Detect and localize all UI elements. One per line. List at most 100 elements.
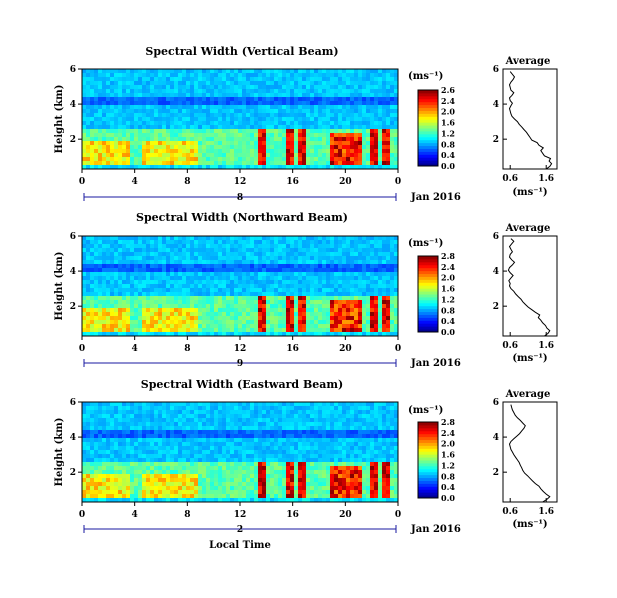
x-tick-label: 1.6 — [538, 507, 554, 517]
x-tick-label: 20 — [339, 177, 352, 187]
profile-xlabel: (ms⁻¹) — [512, 519, 547, 530]
panel-northward-beam: Spectral Width (Northward Beam) 6 4 2 0 4 8 1… — [54, 211, 558, 369]
colorbar-tick-label: 1.6 — [441, 450, 455, 460]
average-profile: 6 4 2 0.6 1.6 — [493, 232, 558, 351]
y-tick-label: 2 — [493, 302, 499, 312]
y-axis-label: Height (km) — [54, 85, 65, 154]
y-tick-label: 4 — [70, 267, 76, 277]
colorbar-frame — [417, 421, 439, 499]
date-label: Jan 2016 — [410, 358, 461, 369]
colorbar-tick-label: 0.0 — [441, 493, 455, 503]
day-label: 8 — [237, 193, 243, 203]
day-marker: 9 — [83, 359, 397, 369]
colorbar-tick-label: 2.4 — [441, 262, 455, 272]
profile-line — [507, 238, 551, 337]
colorbar-tick-label: 2.6 — [441, 85, 455, 95]
profile-frame — [502, 235, 558, 337]
colorbar-tick-label: 2.8 — [441, 251, 455, 261]
profile-line — [508, 404, 551, 503]
colorbar-tick-label: 1.2 — [441, 128, 455, 138]
y-tick-label: 4 — [493, 433, 499, 443]
y-tick-label: 2 — [70, 135, 76, 145]
profile-xlabel: (ms⁻¹) — [512, 353, 547, 364]
colorbar-unit: (ms⁻¹) — [408, 238, 443, 249]
colorbar-tick-label: 0.0 — [441, 161, 455, 171]
colorbar-tick-label: 2.8 — [441, 417, 455, 427]
colorbar-tick-label: 1.6 — [441, 118, 455, 128]
profile-frame — [502, 401, 558, 503]
colorbar-tick-label: 0.8 — [441, 139, 455, 149]
x-tick-label: 0 — [79, 177, 85, 187]
y-tick-label: 6 — [493, 65, 499, 75]
y-tick-label: 6 — [493, 398, 499, 408]
profile-title: Average — [505, 56, 551, 67]
x-tick-label: 20 — [339, 510, 352, 520]
x-tick-label: 0 — [395, 510, 401, 520]
x-axis: 0 4 8 12 16 20 0 — [79, 336, 401, 354]
x-tick-label: 4 — [132, 344, 138, 354]
profile-title: Average — [505, 223, 551, 234]
colorbar-tick-label: 1.2 — [441, 294, 455, 304]
y-tick-label: 2 — [493, 468, 499, 478]
colorbar-frame — [417, 255, 439, 333]
x-tick-label: 16 — [286, 177, 299, 187]
average-profile: 6 4 2 0.6 1.6 — [493, 65, 558, 184]
x-tick-label: 12 — [234, 344, 247, 354]
x-axis: 0 4 8 12 16 20 0 — [79, 502, 401, 520]
colorbar: 2.62.42.01.61.20.80.40.0 — [417, 85, 455, 171]
x-tick-label: 0 — [395, 344, 401, 354]
chart-title: Spectral Width (Vertical Beam) — [145, 45, 338, 58]
x-tick-label: 1.6 — [538, 341, 554, 351]
x-tick-label: 4 — [132, 510, 138, 520]
heatmap — [82, 236, 399, 337]
profile-xlabel: (ms⁻¹) — [512, 187, 547, 198]
colorbar-tick-label: 1.2 — [441, 460, 455, 470]
profile-frame — [502, 68, 558, 170]
colorbar-tick-label: 2.4 — [441, 96, 455, 106]
colorbar-frame — [417, 89, 439, 167]
x-tick-label: 0.6 — [502, 507, 518, 517]
date-label: Jan 2016 — [410, 192, 461, 203]
y-axis-label: Height (km) — [54, 252, 65, 321]
x-tick-label: 20 — [339, 344, 352, 354]
x-tick-label: 8 — [184, 510, 190, 520]
y-tick-label: 6 — [70, 232, 76, 242]
colorbar: 2.82.42.01.61.20.80.40.0 — [417, 251, 455, 337]
date-label: Jan 2016 — [410, 524, 461, 535]
x-tick-label: 16 — [286, 510, 299, 520]
y-tick-label: 4 — [70, 433, 76, 443]
x-tick-label: 0 — [79, 510, 85, 520]
chart-title: Spectral Width (Eastward Beam) — [141, 378, 343, 391]
colorbar-tick-label: 0.4 — [441, 316, 455, 326]
y-tick-label: 4 — [70, 100, 76, 110]
y-tick-label: 6 — [70, 398, 76, 408]
day-label: 2 — [237, 525, 243, 535]
panel-vertical-beam: Spectral Width (Vertical Beam) 6 4 2 0 4 8 12… — [54, 45, 558, 203]
panel-eastward-beam: Spectral Width (Eastward Beam) 6 4 2 0 4 8 12… — [54, 378, 558, 535]
x-tick-label: 0.6 — [502, 174, 518, 184]
profile-line — [508, 71, 553, 170]
colorbar-tick-label: 0.8 — [441, 471, 455, 481]
heatmap — [82, 402, 399, 503]
colorbar-unit: (ms⁻¹) — [408, 405, 443, 416]
y-axis: 6 4 2 — [70, 65, 82, 145]
colorbar-tick-label: 2.0 — [441, 439, 455, 449]
y-tick-label: 2 — [70, 302, 76, 312]
colorbar-tick-label: 0.4 — [441, 150, 455, 160]
colorbar-tick-label: 0.0 — [441, 327, 455, 337]
colorbar-tick-label: 2.0 — [441, 273, 455, 283]
y-tick-label: 2 — [70, 468, 76, 478]
y-axis-label: Height (km) — [54, 418, 65, 487]
day-marker: 8 — [83, 193, 397, 203]
day-marker: 2 — [83, 525, 397, 535]
x-tick-label: 0.6 — [502, 341, 518, 351]
colorbar-tick-label: 2.0 — [441, 107, 455, 117]
colorbar: 2.82.42.01.61.20.80.40.0 — [417, 417, 455, 503]
y-tick-label: 6 — [70, 65, 76, 75]
profile-title: Average — [505, 389, 551, 400]
colorbar-tick-label: 2.4 — [441, 428, 455, 438]
x-tick-label: 1.6 — [538, 174, 554, 184]
colorbar-unit: (ms⁻¹) — [408, 71, 443, 82]
x-tick-label: 8 — [184, 344, 190, 354]
